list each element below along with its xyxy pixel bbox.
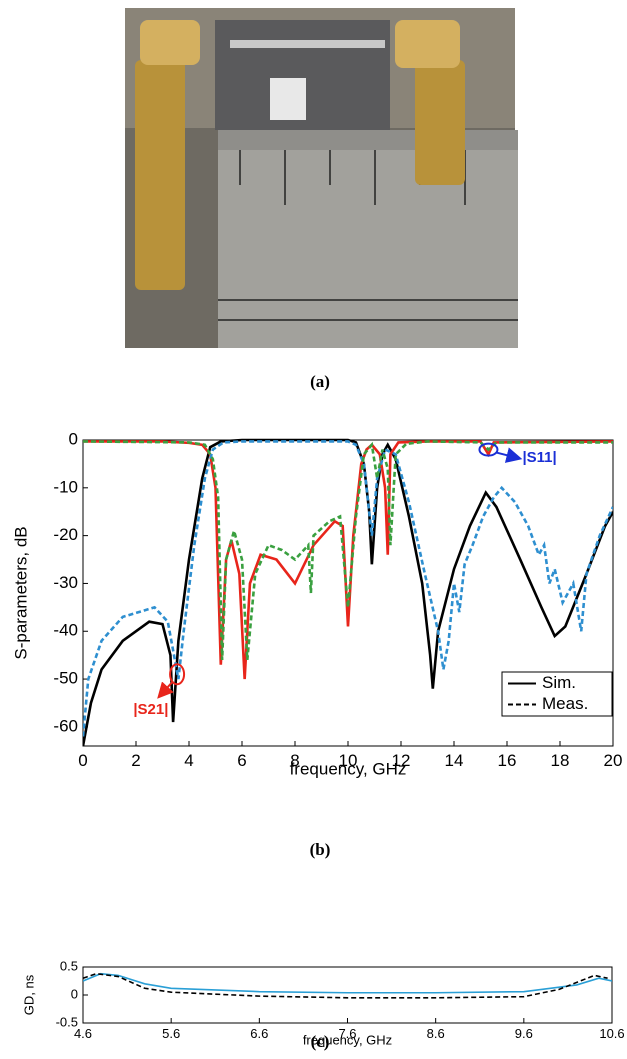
y-tick-label: 0.5 <box>60 958 78 973</box>
y-tick-label: -50 <box>53 669 78 688</box>
series-line <box>83 972 608 999</box>
legend-label: Meas. <box>542 694 588 713</box>
x-tick-label: 6.6 <box>250 1026 268 1041</box>
annotation: |S21| <box>133 701 168 718</box>
series-line <box>83 440 613 661</box>
x-tick-label: 9.6 <box>515 1026 533 1041</box>
chart: 4.6 5.6 6.6 7.6 8.6 9.6 10.6 0.5 0 -0.5 frequency,… <box>21 958 624 1047</box>
series-line <box>83 440 613 737</box>
y-tick-label: -20 <box>53 525 78 544</box>
y-axis-label: S-parameters, dB <box>11 526 30 659</box>
series-line <box>83 440 613 680</box>
x-tick-label: 8 <box>290 751 299 770</box>
x-tick-label: 6 <box>237 751 246 770</box>
x-tick-label: 5.6 <box>162 1026 180 1041</box>
series-line <box>83 972 612 994</box>
x-tick-label: 2 <box>131 751 140 770</box>
annotation-marker <box>169 663 186 686</box>
x-axis-label: frequency, GHz <box>303 1032 392 1047</box>
y-tick-label: -40 <box>53 621 78 640</box>
chart: 0 2 4 6 8 10 12 14 16 18 20 0 -10 -20 -30 -40 -50 -60 freq… <box>11 429 622 778</box>
y-tick-label: -30 <box>53 573 78 592</box>
caption: (a) <box>310 372 330 391</box>
y-tick-label: 0 <box>69 429 78 448</box>
caption: (c) <box>311 1032 330 1051</box>
x-tick-label: 0 <box>78 751 87 770</box>
annotation-marker <box>478 442 499 457</box>
y-tick-label: -60 <box>53 716 78 735</box>
photo <box>125 8 518 348</box>
x-tick-label: 16 <box>498 751 517 770</box>
legend-box <box>501 671 613 717</box>
x-tick-label: 18 <box>551 751 570 770</box>
x-tick-label: 7.6 <box>338 1026 356 1041</box>
y-tick-label: 0 <box>71 986 78 1001</box>
x-axis-label: frequency, GHz <box>290 759 407 778</box>
y-tick-label: -0.5 <box>56 1014 78 1029</box>
x-tick-label: 14 <box>445 751 464 770</box>
x-tick-label: 8.6 <box>427 1026 445 1041</box>
plot-frame <box>82 966 613 1024</box>
x-tick-label: 20 <box>604 751 623 770</box>
annotation-arrow <box>496 447 523 463</box>
x-tick-label: 4 <box>184 751 193 770</box>
annotation: |S11| <box>522 449 556 466</box>
annotation-arrow <box>157 681 174 699</box>
x-tick-label: 4.6 <box>74 1026 92 1041</box>
legend-label: Sim. <box>542 673 576 692</box>
x-tick-label: 12 <box>392 751 411 770</box>
y-tick-label: -10 <box>53 477 78 496</box>
caption: (b) <box>310 840 331 859</box>
y-axis-label: GD, ns <box>21 974 36 1015</box>
x-tick-label: 10.6 <box>599 1026 624 1041</box>
x-tick-label: 10 <box>339 751 358 770</box>
